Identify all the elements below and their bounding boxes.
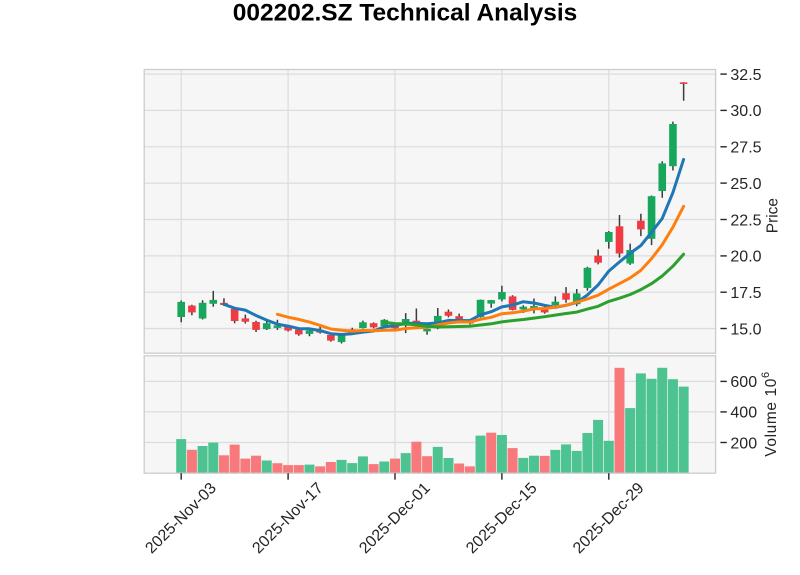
- svg-text:Volume 106: Volume 106: [760, 371, 780, 456]
- svg-text:15.0: 15.0: [730, 321, 761, 338]
- svg-text:600: 600: [730, 374, 757, 391]
- svg-text:200: 200: [730, 435, 757, 452]
- svg-text:25.0: 25.0: [730, 176, 761, 193]
- svg-text:30.0: 30.0: [730, 103, 761, 120]
- svg-text:400: 400: [730, 405, 757, 422]
- svg-text:20.0: 20.0: [730, 249, 761, 266]
- svg-text:32.5: 32.5: [730, 67, 761, 84]
- svg-text:27.5: 27.5: [730, 140, 761, 157]
- svg-text:Price: Price: [764, 198, 781, 233]
- svg-text:17.5: 17.5: [730, 285, 761, 302]
- svg-text:22.5: 22.5: [730, 212, 761, 229]
- svg-text:002202.SZ Technical Analysis: 002202.SZ Technical Analysis: [233, 0, 578, 27]
